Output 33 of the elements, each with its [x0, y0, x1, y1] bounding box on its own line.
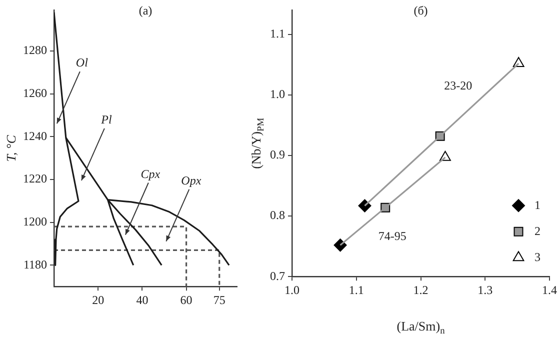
- y-tick-label: 1280: [23, 43, 47, 58]
- x-tick-label: 75: [213, 292, 226, 307]
- x-tick-label: 1.2: [413, 282, 428, 297]
- y-tick-label: 1200: [23, 214, 47, 228]
- annotation: 74-95: [378, 228, 406, 243]
- y-axis-title: T, °C: [3, 134, 18, 162]
- x-tick-label: 1.0: [284, 282, 300, 297]
- y-tick-label: 0.7: [270, 268, 285, 283]
- y-tick-label: 0.9: [270, 148, 285, 162]
- legend-label: 2: [534, 224, 540, 238]
- y-tick-label: 1220: [23, 172, 47, 186]
- legend-label: 3: [534, 250, 540, 264]
- y-axis-title: (Nb/Y)PM: [248, 117, 266, 169]
- x-tick-label: 1.4: [542, 282, 557, 297]
- x-tick-label: 20: [92, 292, 104, 307]
- y-tick-label: 1240: [23, 128, 47, 143]
- chart-title: (б): [414, 3, 428, 18]
- y-tick-label: 0.8: [270, 208, 285, 222]
- x-tick-label: 40: [136, 292, 148, 307]
- x-tick-label: 1.3: [478, 282, 493, 297]
- y-tick-label: 1180: [23, 257, 47, 272]
- annotation: 23-20: [444, 78, 472, 93]
- x-tick-label: 1.1: [348, 282, 364, 297]
- annotation: Cpx: [140, 166, 161, 181]
- x-tick-label: 60: [180, 292, 192, 307]
- annotation: Pl: [100, 112, 112, 127]
- annotation: Ol: [76, 56, 89, 70]
- y-tick-label: 1.1: [270, 26, 285, 41]
- annotation: Opx: [181, 173, 202, 188]
- y-tick-label: 1.0: [270, 87, 285, 102]
- legend-label: 1: [534, 198, 540, 212]
- y-tick-label: 1260: [23, 86, 47, 100]
- chart-title: (a): [138, 3, 152, 18]
